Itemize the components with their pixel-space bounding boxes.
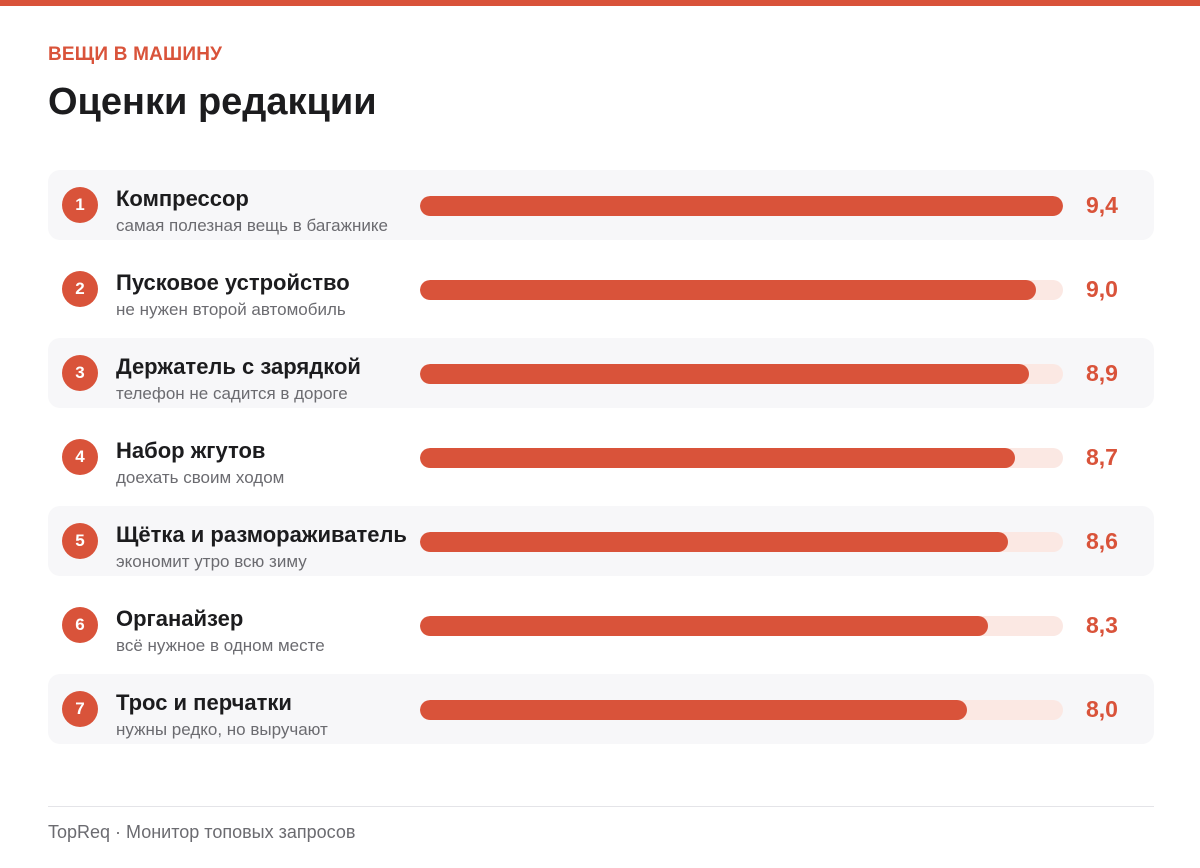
footer-credit: TopReq · Монитор топовых запросов: [48, 822, 356, 842]
bar-track: [420, 616, 1063, 636]
score-label: 8,3: [1086, 612, 1118, 638]
item-name: Органайзер: [116, 606, 244, 631]
score-label: 8,9: [1086, 360, 1118, 386]
bar-track: [420, 700, 1063, 720]
item-name: Пусковое устройство: [116, 270, 350, 295]
footer-divider: [48, 806, 1154, 807]
bar-fill: [420, 280, 1036, 300]
score-label: 9,0: [1086, 276, 1118, 302]
rating-row: 3 Держатель с зарядкой телефон не садится …: [48, 338, 1154, 408]
rating-row: 1 Компрессор самая полезная вещь в багажни…: [48, 170, 1154, 240]
bar-fill: [420, 196, 1063, 216]
item-note: экономит утро всю зиму: [116, 552, 307, 571]
rating-row: 4 Набор жгутов доехать своим ходом 8,7: [48, 422, 1154, 492]
item-name: Держатель с зарядкой: [116, 354, 361, 379]
ratings-chart: 1 Компрессор самая полезная вещь в багажни…: [48, 170, 1154, 758]
score-label: 9,4: [1086, 192, 1118, 218]
item-note: телефон не садится в дороге: [116, 384, 348, 403]
item-note: всё нужное в одном месте: [116, 636, 325, 655]
rank-badge: 7: [62, 691, 98, 727]
item-note: самая полезная вещь в багажнике: [116, 216, 388, 235]
rank-badge: 3: [62, 355, 98, 391]
bar-track: [420, 280, 1063, 300]
bar-fill: [420, 616, 988, 636]
page-title: Оценки редакции: [48, 81, 377, 123]
rating-row: 7 Трос и перчатки нужны редко, но выручают…: [48, 674, 1154, 744]
bar-track: [420, 448, 1063, 468]
score-label: 8,6: [1086, 528, 1118, 554]
rank-badge: 6: [62, 607, 98, 643]
rank-badge: 2: [62, 271, 98, 307]
bar-track: [420, 364, 1063, 384]
rating-row: 5 Щётка и размораживатель экономит утро вс…: [48, 506, 1154, 576]
item-name: Набор жгутов: [116, 438, 266, 463]
top-accent-bar: [0, 0, 1200, 6]
bar-track: [420, 196, 1063, 216]
score-label: 8,0: [1086, 696, 1118, 722]
rank-badge: 5: [62, 523, 98, 559]
item-note: доехать своим ходом: [116, 468, 285, 487]
bar-fill: [420, 448, 1015, 468]
rating-row: 6 Органайзер всё нужное в одном месте 8,3: [48, 590, 1154, 660]
bar-track: [420, 532, 1063, 552]
item-name: Компрессор: [116, 186, 249, 211]
item-note: не нужен второй автомобиль: [116, 300, 346, 319]
rank-badge: 4: [62, 439, 98, 475]
bar-fill: [420, 532, 1008, 552]
rating-row: 2 Пусковое устройство не нужен второй авто…: [48, 254, 1154, 324]
score-label: 8,7: [1086, 444, 1118, 470]
bar-fill: [420, 700, 967, 720]
item-name: Трос и перчатки: [116, 690, 292, 715]
item-name: Щётка и размораживатель: [116, 522, 407, 547]
item-note: нужны редко, но выручают: [116, 720, 328, 739]
rank-badge: 1: [62, 187, 98, 223]
section-kicker: ВЕЩИ В МАШИНУ: [48, 44, 223, 65]
bar-fill: [420, 364, 1029, 384]
